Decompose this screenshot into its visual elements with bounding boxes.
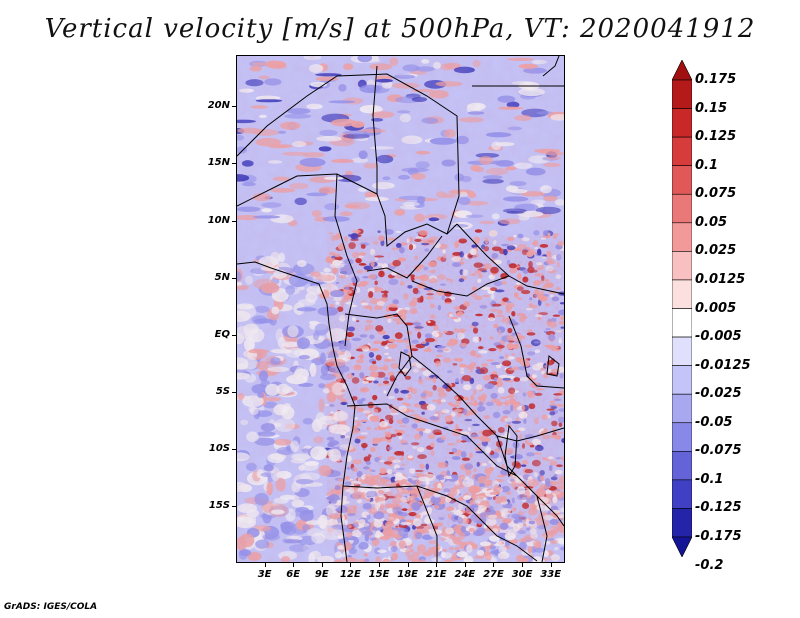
latitude-tick xyxy=(232,106,236,107)
latitude-label: 10S xyxy=(200,443,230,454)
longitude-tick xyxy=(465,563,466,567)
colorbar-label: -0.005 xyxy=(695,329,742,344)
latitude-tick xyxy=(232,278,236,279)
longitude-label: 27E xyxy=(478,569,508,580)
longitude-tick xyxy=(551,563,552,567)
colorbar-swatch xyxy=(672,194,692,223)
longitude-label: 24E xyxy=(450,569,480,580)
colorbar-swatch xyxy=(672,251,692,280)
colorbar-label: -0.1 xyxy=(695,472,723,487)
latitude-label: 10N xyxy=(200,215,230,226)
colorbar-label: 0.0125 xyxy=(695,272,745,287)
longitude-label: 3E xyxy=(250,569,280,580)
latitude-label: 5N xyxy=(200,272,230,283)
colorbar-swatch xyxy=(672,508,692,537)
longitude-label: 15E xyxy=(364,569,394,580)
plot-title: Vertical velocity [m/s] at 500hPa, VT: 2… xyxy=(0,14,800,44)
colorbar-swatch xyxy=(672,480,692,509)
colorbar-swatch xyxy=(672,537,692,557)
colorbar-swatch xyxy=(672,166,692,195)
colorbar-label: 0.075 xyxy=(695,186,736,201)
colorbar-label: 0.005 xyxy=(695,301,736,316)
colorbar-label: -0.175 xyxy=(695,529,742,544)
longitude-tick xyxy=(436,563,437,567)
colorbar-swatch xyxy=(672,280,692,309)
colorbar-swatch xyxy=(672,394,692,423)
colorbar-swatch xyxy=(672,80,692,109)
colorbar-swatch xyxy=(672,309,692,338)
longitude-tick xyxy=(493,563,494,567)
colorbar-swatch xyxy=(672,109,692,138)
colorbar-label: 0.125 xyxy=(695,129,736,144)
latitude-tick xyxy=(232,335,236,336)
longitude-label: 18E xyxy=(393,569,423,580)
longitude-label: 30E xyxy=(507,569,537,580)
longitude-tick xyxy=(408,563,409,567)
latitude-tick xyxy=(232,506,236,507)
longitude-label: 9E xyxy=(307,569,337,580)
map-panel xyxy=(236,55,565,563)
latitude-label: 15S xyxy=(200,500,230,511)
colorbar-label: -0.025 xyxy=(695,386,742,401)
colorbar-label: 0.05 xyxy=(695,215,727,230)
colorbar-swatch xyxy=(672,451,692,480)
longitude-tick xyxy=(265,563,266,567)
colorbar-swatch xyxy=(672,423,692,452)
colorbar-swatch xyxy=(672,137,692,166)
longitude-tick xyxy=(350,563,351,567)
convective-texture xyxy=(327,236,564,536)
latitude-tick xyxy=(232,449,236,450)
colorbar-swatch xyxy=(672,366,692,395)
colorbar-label: -0.2 xyxy=(695,558,723,573)
vertical-velocity-field-map xyxy=(237,56,564,562)
colorbar xyxy=(672,60,692,557)
latitude-tick xyxy=(232,163,236,164)
colorbar-label: -0.05 xyxy=(695,415,732,430)
colorbar-label: 0.15 xyxy=(695,101,727,116)
colorbar-label: -0.075 xyxy=(695,443,742,458)
longitude-tick xyxy=(293,563,294,567)
latitude-tick xyxy=(232,221,236,222)
colorbar-swatches xyxy=(672,60,692,557)
longitude-tick xyxy=(322,563,323,567)
colorbar-label: 0.175 xyxy=(695,72,736,87)
colorbar-label: -0.125 xyxy=(695,500,742,515)
colorbar-label: 0.1 xyxy=(695,158,718,173)
longitude-tick xyxy=(522,563,523,567)
longitude-label: 12E xyxy=(335,569,365,580)
latitude-tick xyxy=(232,392,236,393)
credit-text: GrADS: IGES/COLA xyxy=(4,602,97,612)
longitude-label: 6E xyxy=(278,569,308,580)
colorbar-swatch xyxy=(672,223,692,252)
latitude-label: 20N xyxy=(200,100,230,111)
latitude-label: 5S xyxy=(200,386,230,397)
longitude-label: 33E xyxy=(536,569,566,580)
longitude-tick xyxy=(379,563,380,567)
colorbar-label: -0.0125 xyxy=(695,358,751,373)
latitude-label: 15N xyxy=(200,157,230,168)
colorbar-swatch xyxy=(672,60,692,80)
colorbar-label: 0.025 xyxy=(695,243,736,258)
colorbar-swatch xyxy=(672,337,692,366)
latitude-label: EQ xyxy=(200,329,230,340)
longitude-label: 21E xyxy=(421,569,451,580)
